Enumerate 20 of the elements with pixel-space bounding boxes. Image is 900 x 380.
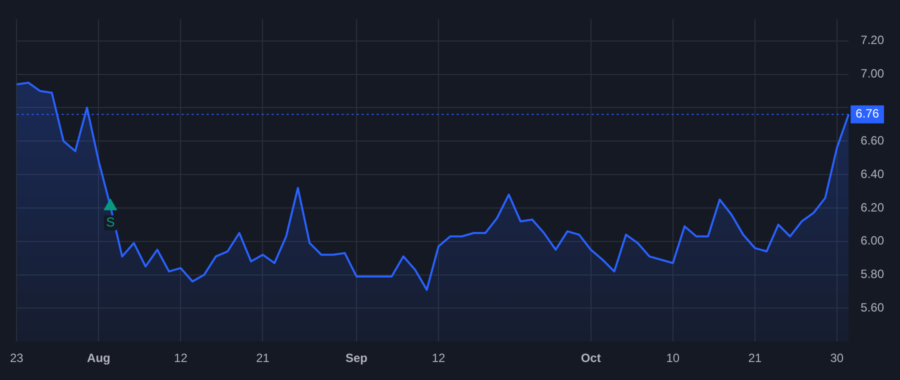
x-tick-label: 21 — [748, 351, 762, 366]
y-tick-label: 7.20 — [860, 33, 884, 48]
x-tick-label: Sep — [345, 351, 368, 366]
y-tick-label: 7.00 — [860, 66, 884, 81]
x-tick-label: 21 — [256, 351, 270, 366]
x-tick-label: 30 — [830, 351, 844, 366]
x-tick-label: 10 — [666, 351, 680, 366]
y-tick-label: 6.00 — [860, 234, 884, 248]
x-tick-label: 12 — [432, 351, 446, 366]
x-tick-label: 12 — [174, 351, 188, 366]
x-tick-label: Aug — [87, 351, 110, 366]
y-tick-label: 5.60 — [860, 300, 884, 315]
ref-line-label: 6.76 — [856, 106, 880, 121]
y-tick-label: 6.60 — [860, 133, 884, 148]
y-tick-label: 5.80 — [860, 267, 884, 282]
x-tick-label: Oct — [580, 351, 601, 366]
y-tick-label: 6.40 — [860, 166, 884, 181]
annotation: S — [106, 214, 116, 230]
y-tick-label: 6.20 — [860, 200, 884, 214]
x-tick-label: 23 — [10, 351, 24, 366]
